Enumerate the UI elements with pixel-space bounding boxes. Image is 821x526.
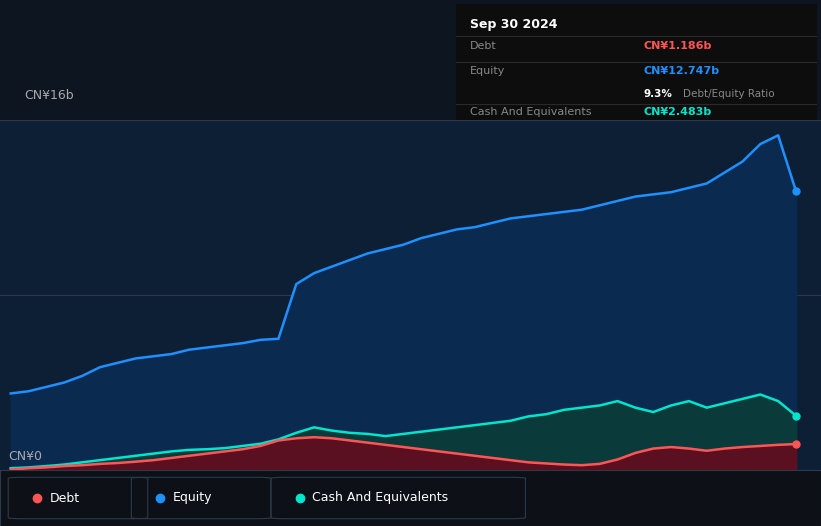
Text: Debt: Debt — [470, 41, 497, 51]
Text: Sep 30 2024: Sep 30 2024 — [470, 17, 557, 31]
Text: Debt: Debt — [49, 491, 80, 504]
Text: Equity: Equity — [470, 66, 506, 76]
Text: Cash And Equivalents: Cash And Equivalents — [312, 491, 448, 504]
Text: CN¥0: CN¥0 — [8, 450, 42, 463]
Text: 9.3%: 9.3% — [644, 88, 672, 98]
Text: CN¥12.747b: CN¥12.747b — [644, 66, 720, 76]
Text: Cash And Equivalents: Cash And Equivalents — [470, 107, 592, 117]
Text: CN¥1.186b: CN¥1.186b — [644, 41, 712, 51]
Text: Debt/Equity Ratio: Debt/Equity Ratio — [683, 88, 775, 98]
Text: CN¥2.483b: CN¥2.483b — [644, 107, 712, 117]
Text: Equity: Equity — [172, 491, 212, 504]
Text: CN¥16b: CN¥16b — [25, 89, 74, 102]
